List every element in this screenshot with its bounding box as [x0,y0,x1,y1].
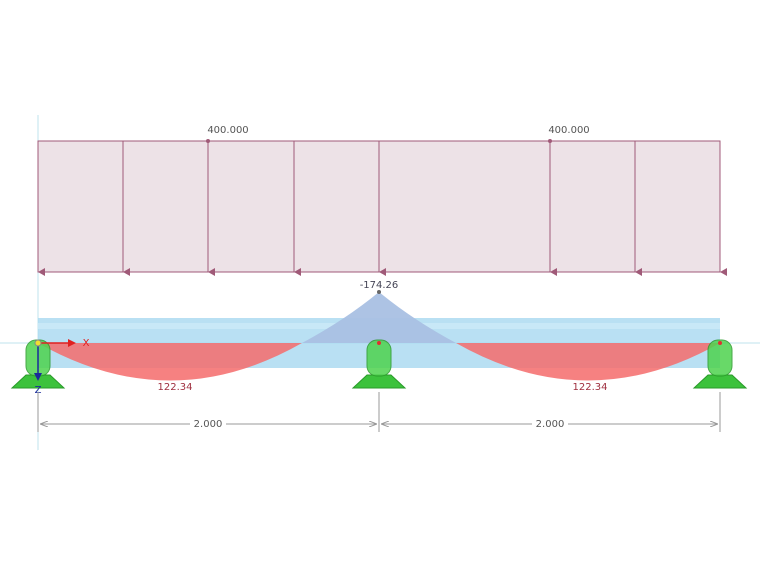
support-body [366,339,392,377]
moment-point [377,290,381,294]
moment-label: -174.26 [360,280,399,291]
moment-label: 122.34 [573,382,608,393]
load-label: 400.000 [548,125,589,136]
moment-sagging [38,343,302,381]
moment-hogging [302,292,456,343]
x-axis-head [68,339,76,347]
support-base [351,374,407,389]
moment-label: 122.34 [158,382,193,393]
support [692,339,748,389]
load-diagram [37,139,727,276]
load-point [548,139,552,143]
support-body [707,339,733,377]
x-axis-label: X [83,338,90,349]
origin [34,339,42,347]
node [718,341,722,345]
z-axis-label: Z [35,385,42,396]
support-base [692,374,748,389]
dimension [37,392,721,432]
label-bg [532,418,568,430]
moment-sagging [456,343,720,381]
dimension-label: 2.000 [194,419,223,430]
support [351,339,407,389]
load-point [206,139,210,143]
z-axis-head [34,373,42,381]
load-label: 400.000 [207,125,248,136]
node [377,341,381,345]
dimension-label: 2.000 [536,419,565,430]
label-bg [190,418,226,430]
